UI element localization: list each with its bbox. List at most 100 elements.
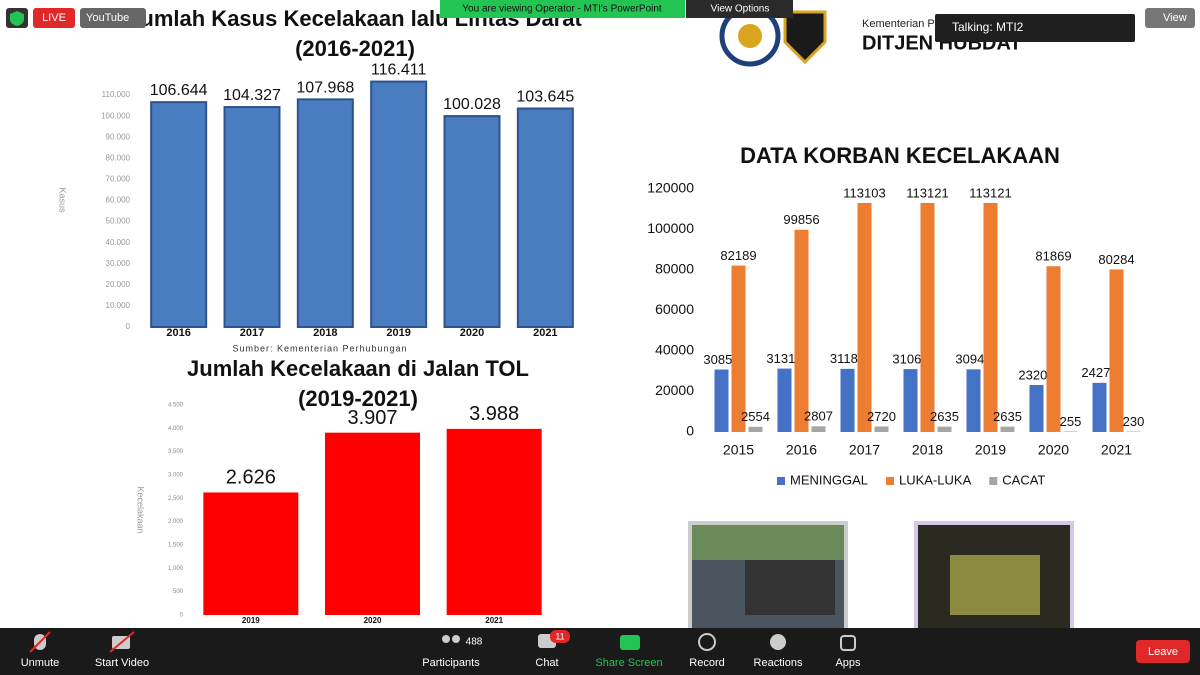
live-badge[interactable]: [33, 8, 75, 28]
share-screen[interactable]: Share Screen: [595, 657, 662, 669]
y-tick-label: 1.500: [168, 543, 184, 549]
value-label: 107.968: [296, 79, 354, 96]
x-tick-label: 2021: [533, 327, 557, 339]
legend-swatch: [777, 477, 785, 485]
value-label: 24279: [1081, 365, 1117, 380]
x-tick-label: 2017: [240, 327, 264, 339]
legend-label: MENINGGAL: [790, 472, 868, 487]
x-tick-label: 2021: [485, 616, 503, 625]
value-label: 113103: [843, 185, 885, 200]
chat[interactable]: Chat: [535, 657, 558, 669]
x-tick-label: 2018: [313, 327, 337, 339]
bar: [223, 106, 281, 328]
value-label: 113121: [969, 185, 1011, 200]
value-label: 31065: [892, 351, 928, 366]
value-label: 113121: [906, 185, 948, 200]
value-label: 255: [1060, 414, 1082, 429]
bar: [1092, 382, 1107, 432]
legend-swatch: [989, 477, 998, 485]
y-tick-label: 120000: [647, 180, 694, 196]
value-label: 80284: [1098, 252, 1134, 267]
value-label: 100.028: [443, 96, 501, 113]
chart-title: DATA KORBAN KECELAKAAN: [740, 143, 1060, 168]
participants-count: 488: [466, 637, 483, 648]
logo-shield: [783, 10, 827, 65]
value-label: 2.626: [226, 467, 276, 489]
bar: [150, 101, 208, 328]
y-tick-label: 110.000: [102, 90, 131, 99]
y-tick-label: 80000: [655, 261, 694, 277]
record[interactable]: Record: [689, 657, 724, 669]
record-icon[interactable]: [698, 633, 716, 651]
view-button[interactable]: [1145, 8, 1195, 28]
y-axis-label: Kecelakaan: [136, 486, 146, 533]
x-tick-label: 2019: [386, 327, 410, 339]
chat-badge-text: 11: [555, 631, 564, 641]
share-icon[interactable]: [620, 635, 640, 650]
reactions-icon[interactable]: [770, 634, 786, 650]
value-label: 103.645: [516, 89, 574, 106]
logo-inner: [738, 24, 762, 48]
apps-icon[interactable]: [840, 635, 856, 651]
participants-icon[interactable]: [442, 635, 450, 643]
banner-text: You are viewing Operator - MTI's PowerPo…: [462, 4, 662, 15]
value-label: 2635: [930, 409, 959, 424]
y-tick-label: 0: [126, 322, 131, 331]
bar: [966, 369, 981, 432]
value-label: 99856: [783, 212, 819, 227]
y-tick-label: 20.000: [106, 280, 131, 289]
value-label: 30948: [955, 352, 991, 367]
start-video[interactable]: Start Video: [95, 657, 149, 669]
y-axis-label: Kasus: [58, 187, 68, 213]
charts: Jumlah Kasus Kecelakaan lalu Lintas Dara…: [58, 6, 1145, 625]
y-tick-label: 10.000: [106, 301, 131, 310]
talking-box: [935, 14, 1135, 42]
y-tick-label: 40.000: [106, 238, 131, 247]
value-label: 2720: [867, 409, 896, 424]
view-options[interactable]: [686, 0, 793, 18]
x-tick-label: 2020: [364, 616, 382, 625]
bar: [516, 107, 574, 328]
value-label: 23205: [1018, 367, 1054, 382]
y-tick-label: 80.000: [106, 153, 131, 162]
y-tick-label: 0: [180, 613, 184, 619]
bar: [983, 202, 998, 432]
value-label: 30856: [703, 352, 739, 367]
x-tick-label: 2016: [166, 327, 190, 339]
photo-vehicle: [950, 555, 1040, 615]
participants[interactable]: Participants: [422, 657, 480, 669]
video-slash: [109, 631, 135, 653]
apps[interactable]: Apps: [835, 657, 861, 669]
stream-button[interactable]: [80, 8, 146, 28]
bar: [1029, 385, 1044, 432]
value-label: 82189: [720, 248, 756, 263]
x-tick-label: 2019: [975, 442, 1006, 458]
leave-button[interactable]: [1136, 640, 1190, 663]
value-label: 81869: [1035, 249, 1071, 264]
value-label: 3.907: [347, 407, 397, 429]
toolbar: [0, 628, 1200, 675]
x-tick-label: 2021: [1101, 442, 1132, 458]
leave[interactable]: Leave: [1148, 646, 1178, 658]
unmute[interactable]: Unmute: [21, 657, 60, 669]
x-tick-label: 2020: [1038, 442, 1069, 458]
bar: [937, 426, 952, 432]
value-label: 104.327: [223, 87, 281, 104]
chat-badge: [550, 630, 570, 643]
bar: [748, 426, 763, 432]
chart-subtitle: (2019-2021): [298, 386, 418, 411]
live-text: LIVE: [42, 12, 66, 24]
y-tick-label: 0: [686, 423, 694, 439]
source: Sumber: Kementerian Perhubungan: [232, 343, 407, 353]
value-label: 116.411: [371, 62, 427, 79]
y-tick-label: 4.000: [168, 426, 184, 432]
view-options-text: View Options: [711, 4, 770, 15]
mic-slash: [29, 631, 51, 653]
bar: [446, 428, 542, 615]
reactions[interactable]: Reactions: [754, 657, 803, 669]
photo-sky: [692, 525, 844, 560]
legend-label: LUKA-LUKA: [899, 472, 972, 487]
bar: [325, 432, 420, 615]
value-label: 31319: [766, 351, 802, 366]
